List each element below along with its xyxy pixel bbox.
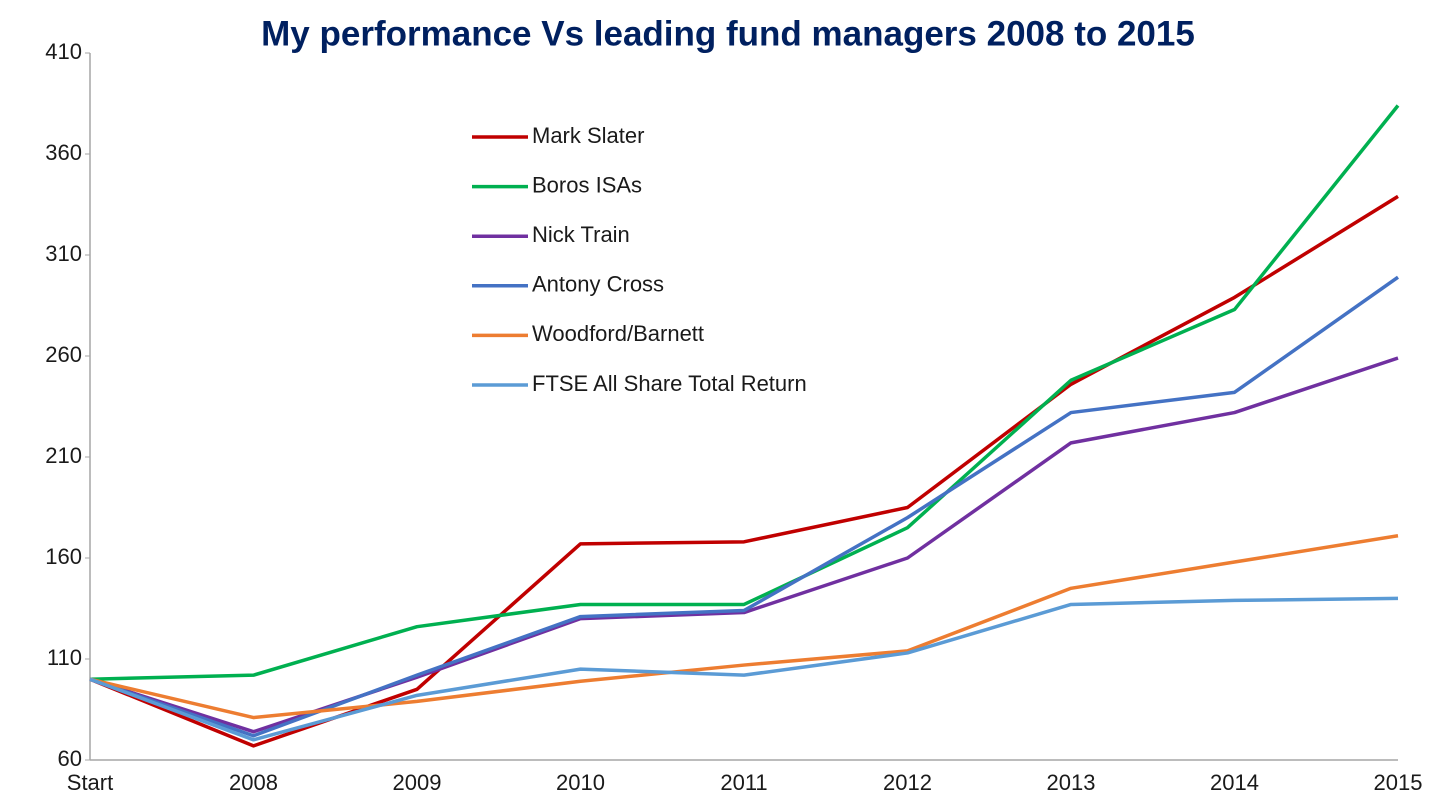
chart-title: My performance Vs leading fund managers … xyxy=(261,14,1195,53)
x-tick-label: 2013 xyxy=(1047,770,1096,795)
x-tick-label: 2015 xyxy=(1374,770,1423,795)
x-tick-label: 2011 xyxy=(720,770,767,795)
y-tick-label: 360 xyxy=(45,140,82,165)
series-line xyxy=(89,596,1399,742)
series-line xyxy=(89,534,1399,720)
legend-label: Mark Slater xyxy=(532,123,644,148)
legend-label: Woodford/Barnett xyxy=(532,321,704,346)
legend-label: Boros ISAs xyxy=(532,172,642,197)
legend-label: FTSE All Share Total Return xyxy=(532,371,807,396)
x-tick-label: 2008 xyxy=(229,770,278,795)
y-tick-label: 410 xyxy=(45,39,82,64)
y-tick-label: 210 xyxy=(45,443,82,468)
legend-label: Antony Cross xyxy=(532,272,664,297)
y-tick-label: 260 xyxy=(45,342,82,367)
series-line xyxy=(89,275,1400,738)
x-tick-label: 2014 xyxy=(1210,770,1259,795)
x-tick-label: 2012 xyxy=(883,770,932,795)
x-tick-label: Start xyxy=(67,770,113,795)
y-tick-label: 60 xyxy=(58,746,82,771)
x-tick-label: 2009 xyxy=(393,770,442,795)
x-tick-label: 2010 xyxy=(556,770,605,795)
legend-label: Nick Train xyxy=(532,222,630,247)
y-tick-label: 310 xyxy=(45,241,82,266)
series-line xyxy=(89,104,1400,681)
y-tick-label: 110 xyxy=(47,645,82,670)
y-tick-label: 160 xyxy=(45,544,82,569)
series-line xyxy=(89,194,1399,748)
